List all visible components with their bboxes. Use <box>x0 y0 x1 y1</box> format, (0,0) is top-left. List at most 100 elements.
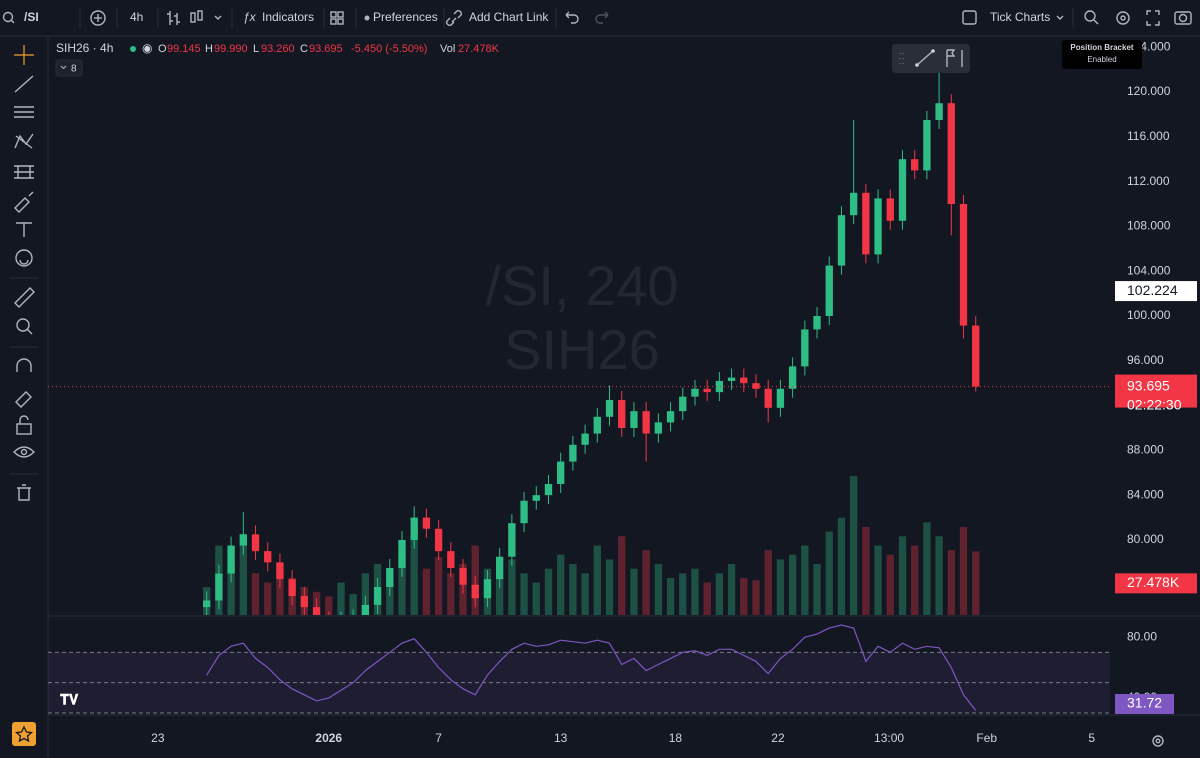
preferences-button[interactable]: Preferences <box>373 10 438 24</box>
candle-body <box>398 539 406 568</box>
volume-bar <box>703 582 711 615</box>
candle-body <box>264 551 272 563</box>
volume-bar <box>898 536 907 615</box>
volume-bar <box>813 564 821 615</box>
candle-body <box>727 377 736 381</box>
fx-icon[interactable]: ƒx <box>243 10 257 24</box>
legend-volume: 27.478K <box>458 43 500 55</box>
candle-body <box>239 534 247 546</box>
volume-bar <box>947 550 955 615</box>
volume-bar <box>349 594 357 615</box>
volume-bar <box>862 526 870 615</box>
volume-bar <box>581 573 589 615</box>
volume-last-label: 27.478K <box>1127 574 1180 590</box>
volume-bar <box>776 559 785 615</box>
countdown-label: 02:22:30 <box>1127 396 1182 412</box>
symbol[interactable]: /SI <box>24 10 39 24</box>
candle-body <box>508 523 516 557</box>
candle-body <box>923 119 931 171</box>
candle-body <box>373 587 382 605</box>
rsi-line <box>206 624 977 711</box>
candle-body <box>569 444 577 462</box>
candle-body <box>898 159 907 221</box>
top-toolbar: /SI 4h ƒx Indicators Preferences Add Cha… <box>0 8 1200 37</box>
y-tick-label: 80.000 <box>1127 532 1164 546</box>
tooltip-status: Enabled <box>1087 55 1116 64</box>
rsi-tick-label: 80.00 <box>1127 629 1157 643</box>
study-count[interactable]: 8 <box>71 64 77 75</box>
volume-bar <box>410 536 418 615</box>
x-tick-label: Feb <box>976 731 997 745</box>
candle-body <box>947 103 955 204</box>
candle-body <box>410 517 418 540</box>
volume-bar <box>666 577 675 615</box>
y-tick-label: 96.000 <box>1127 353 1164 367</box>
volume-bar <box>654 564 663 615</box>
candle-body <box>203 600 211 608</box>
volume-bar <box>935 536 943 615</box>
volume-bar <box>422 568 431 615</box>
volume-bar <box>605 559 614 615</box>
volume-bar <box>788 554 797 615</box>
candle-body <box>654 422 663 434</box>
last-price-box <box>1115 374 1197 408</box>
indicators-button[interactable]: Indicators <box>262 10 314 24</box>
candle-body <box>544 483 553 496</box>
tick-charts-toggle[interactable]: Tick Charts <box>990 10 1050 24</box>
candle-body <box>740 377 748 384</box>
indicator-price-box <box>1115 281 1197 302</box>
legend-open-label: O <box>158 43 167 55</box>
volume-bar <box>569 564 577 615</box>
volume-bar <box>251 573 260 615</box>
volume-bar <box>972 551 980 615</box>
volume-bar <box>715 573 724 615</box>
candle-body <box>386 567 394 588</box>
add-chart-link-button[interactable]: Add Chart Link <box>469 10 549 24</box>
candle-body <box>495 556 504 580</box>
candle-body <box>776 388 785 408</box>
rsi-last-label: 31.72 <box>1127 695 1162 711</box>
volume-bar <box>593 545 601 615</box>
x-tick-label: 22 <box>771 731 785 745</box>
candle-body <box>874 198 882 255</box>
candle-body <box>642 411 650 434</box>
candle-body <box>618 399 626 428</box>
x-tick-label: 13:00 <box>874 731 904 745</box>
candle-body <box>972 325 980 387</box>
candle-body <box>837 215 846 266</box>
y-tick-label: 116.000 <box>1127 129 1170 143</box>
axes: 76.00080.00084.00088.00096.000100.000104… <box>151 39 1197 745</box>
volume-bar <box>337 582 345 615</box>
volume-bar <box>544 568 553 615</box>
logo: 𝐓𝐕 <box>60 692 79 708</box>
candle-body <box>557 461 565 484</box>
candle-body <box>788 366 797 389</box>
volume-bar <box>886 554 894 615</box>
candle-body <box>703 388 711 393</box>
candle-body <box>825 265 833 316</box>
indicator-price-label: 102.224 <box>1127 282 1178 298</box>
legend-close-label: C <box>300 43 308 55</box>
volume-bar <box>557 554 565 615</box>
candle-body <box>911 159 919 171</box>
legend-eye[interactable]: ◉ <box>142 41 152 55</box>
legend-low: 93.260 <box>261 43 295 55</box>
legend: SIH26 · 4h ◉ O 99.145 H 99.990 L 93.260 … <box>55 41 500 77</box>
volume-bar <box>679 573 687 615</box>
volume-bar <box>495 577 504 615</box>
y-tick-label: 108.000 <box>1127 219 1171 233</box>
last-price-label: 93.695 <box>1127 377 1170 393</box>
candle-body <box>459 567 467 585</box>
legend-change: -5.450 (-5.50%) <box>351 43 427 55</box>
volume-bar <box>508 559 516 615</box>
rsi-pane <box>48 624 1110 714</box>
candle-body <box>215 573 223 601</box>
candle-body <box>752 383 760 389</box>
volume-bar <box>630 568 638 615</box>
x-tick-label: 13 <box>554 731 568 745</box>
y-tick-label: 88.000 <box>1127 443 1164 457</box>
volume-bar <box>361 573 370 615</box>
volume-bar <box>264 582 272 615</box>
interval[interactable]: 4h <box>130 10 143 24</box>
